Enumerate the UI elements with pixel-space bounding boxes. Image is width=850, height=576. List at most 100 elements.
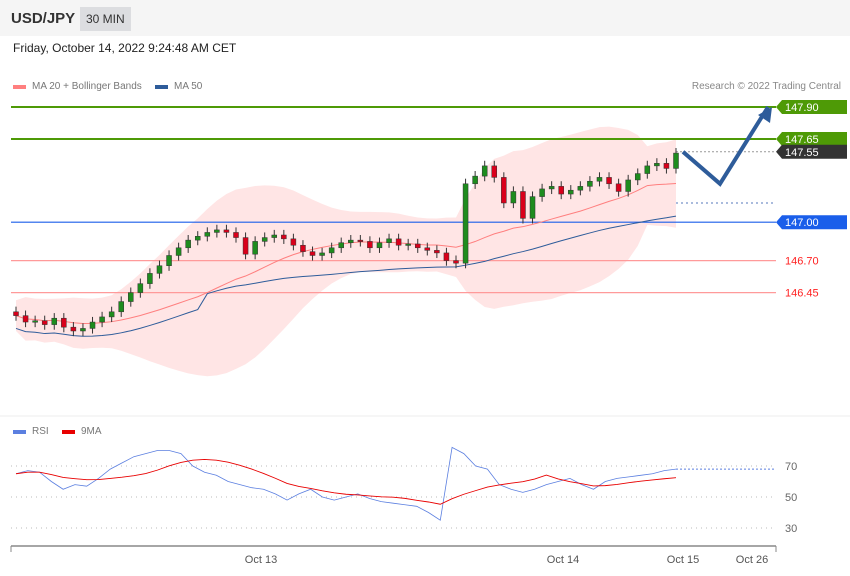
candle-body (405, 243, 411, 246)
candle-body (568, 189, 574, 195)
candle-body (625, 179, 631, 192)
candle-body (558, 186, 564, 195)
level-label: 146.70 (785, 256, 819, 268)
candle-body (596, 177, 603, 182)
candle-body (13, 311, 19, 316)
timestamp: Friday, October 14, 2022 9:24:48 AM CET (13, 41, 237, 55)
candle-body (529, 196, 536, 219)
candle-body (462, 183, 469, 264)
bollinger-band (16, 126, 676, 377)
rsi-tick-label: 50 (785, 492, 797, 504)
candle-body (271, 234, 278, 238)
rsi-line (15, 446, 677, 521)
ma9-swatch (62, 429, 75, 434)
candle-body (539, 188, 545, 197)
candle-body (233, 232, 239, 238)
candle-body (118, 301, 124, 313)
candle-body (577, 186, 584, 191)
level-label: 146.45 (785, 288, 819, 300)
level-label: 147.90 (785, 102, 819, 114)
candle-body (147, 273, 153, 284)
level-label: 147.00 (785, 217, 819, 229)
rsi-tick-label: 30 (785, 523, 797, 535)
candle-body (290, 238, 297, 246)
candle-body (376, 242, 383, 249)
candle-body (252, 241, 258, 255)
legend-ma50-label: MA 50 (174, 81, 203, 92)
candle-body (137, 283, 144, 293)
level-tag (776, 144, 847, 159)
candle-body (491, 165, 498, 178)
legend-rsi-label: RSI (32, 426, 49, 437)
candle-body (424, 247, 431, 251)
candle-body (453, 260, 459, 264)
candle-body (80, 328, 86, 332)
rsi-tick-label: 70 (785, 461, 797, 473)
candle-body (338, 242, 344, 249)
candle-body (89, 321, 96, 329)
candle-body (32, 320, 38, 323)
candle-body (51, 317, 58, 325)
legend-ma9: 9MA (62, 426, 102, 437)
candle-body (300, 244, 306, 252)
candle-body (175, 247, 182, 256)
candle-body (99, 316, 105, 323)
candle-body (319, 252, 325, 256)
candle-body (548, 186, 555, 190)
candle-body (61, 317, 67, 328)
ma20-line (15, 183, 677, 324)
candle-body (194, 236, 201, 241)
forecast-arrow (681, 105, 770, 187)
ma20-swatch (13, 84, 26, 89)
candle-body (644, 165, 651, 174)
forecast-arrowhead (758, 107, 772, 123)
level-label: 147.65 (785, 134, 819, 146)
level-tag (776, 132, 847, 146)
candle-body (261, 237, 268, 242)
candle-body (443, 252, 450, 261)
candle-body (128, 292, 134, 302)
legend-ma9-label: 9MA (81, 426, 102, 437)
candle-body (481, 165, 488, 177)
legend-ma20: MA 20 + Bollinger Bands (13, 81, 142, 92)
candle-body (386, 238, 392, 243)
candle-body (663, 163, 670, 169)
x-axis-label: Oct 14 (547, 554, 579, 566)
legend-ma50: MA 50 (155, 81, 202, 92)
x-axis-label: Oct 26 (736, 554, 768, 566)
candle-body (223, 229, 230, 233)
rsi-swatch (13, 429, 26, 434)
x-axis-label: Oct 15 (667, 554, 699, 566)
x-axis-label: Oct 13 (245, 554, 277, 566)
candle-body (606, 177, 612, 185)
candle-body (41, 320, 48, 325)
legend-ma20-label: MA 20 + Bollinger Bands (32, 81, 142, 92)
candle-body (242, 237, 249, 255)
rsi-9ma-line (15, 459, 677, 505)
candle-body (204, 232, 211, 237)
candle-body (108, 311, 115, 318)
candle-body (214, 229, 220, 233)
candle-body (634, 173, 641, 181)
header-bar (0, 0, 850, 36)
candle-body (70, 326, 77, 332)
candle-body (510, 191, 517, 204)
ma50-line (15, 215, 677, 337)
copyright: Research © 2022 Trading Central (691, 81, 841, 92)
candle-body (587, 180, 593, 187)
candle-body (156, 265, 163, 274)
candle-body (615, 183, 622, 192)
candle-body (654, 163, 660, 167)
candle-body (414, 243, 421, 249)
candle-body (673, 152, 679, 169)
level-tag (776, 215, 847, 230)
candle-body (166, 255, 172, 266)
legend-rsi: RSI (13, 426, 49, 437)
instrument-title: USD/JPY (11, 10, 76, 27)
timeframe-button[interactable]: 30 MIN (80, 7, 131, 31)
candle-body (434, 250, 440, 254)
level-label: 147.55 (785, 147, 819, 159)
candle-body (520, 191, 526, 219)
candle-body (309, 251, 316, 256)
